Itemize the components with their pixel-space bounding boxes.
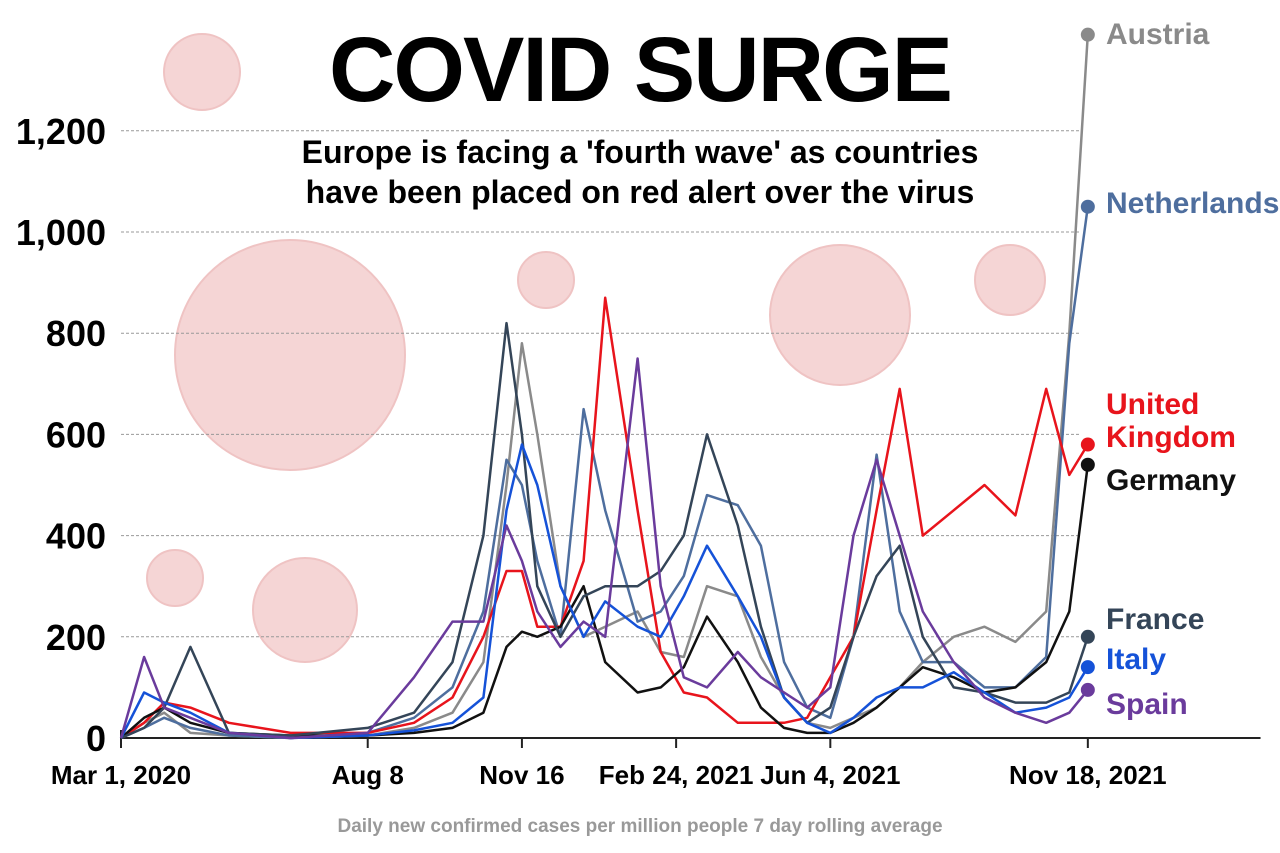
x-tick-label: Nov 16 bbox=[479, 760, 564, 790]
end-dot bbox=[1080, 27, 1095, 42]
y-tick-label: 800 bbox=[46, 313, 106, 354]
legend-label: United Kingdom bbox=[1106, 388, 1236, 454]
series-line bbox=[119, 443, 1089, 740]
x-tick-label: Aug 8 bbox=[332, 760, 404, 790]
y-tick-label: 1,200 bbox=[16, 111, 106, 152]
end-dot bbox=[1080, 660, 1095, 675]
x-tick-label: Mar 1, 2020 bbox=[51, 760, 191, 790]
legend-label: Germany bbox=[1106, 464, 1237, 497]
legend-label: Italy bbox=[1106, 643, 1167, 676]
x-tick-label: Nov 18, 2021 bbox=[1009, 760, 1167, 790]
legend-label: Austria bbox=[1106, 18, 1210, 51]
y-tick-label: 600 bbox=[46, 414, 106, 455]
y-tick-label: 0 bbox=[86, 718, 106, 759]
legend-label: Spain bbox=[1106, 688, 1188, 721]
x-tick-label: Feb 24, 2021 bbox=[599, 760, 754, 790]
x-tick-label: Jun 4, 2021 bbox=[760, 760, 900, 790]
end-dot bbox=[1080, 457, 1095, 472]
end-dot bbox=[1080, 682, 1095, 697]
y-tick-label: 400 bbox=[46, 516, 106, 557]
legend-label: France bbox=[1106, 603, 1205, 636]
series-line bbox=[119, 357, 1089, 740]
virus-decor bbox=[146, 33, 1046, 663]
end-dot bbox=[1080, 437, 1095, 452]
series-line bbox=[120, 321, 1089, 740]
legend-label: Netherlands bbox=[1106, 187, 1280, 220]
end-dot bbox=[1080, 629, 1095, 644]
x-axis-label: Daily new confirmed cases per million pe… bbox=[337, 816, 943, 837]
chart-subtitle: Europe is facing a 'fourth wave' as coun… bbox=[301, 134, 979, 210]
chart-title: COVID SURGE bbox=[328, 19, 953, 121]
end-dot bbox=[1080, 199, 1095, 214]
y-tick-label: 200 bbox=[46, 617, 106, 658]
y-tick-label: 1,000 bbox=[16, 212, 106, 253]
series-line bbox=[120, 296, 1089, 740]
